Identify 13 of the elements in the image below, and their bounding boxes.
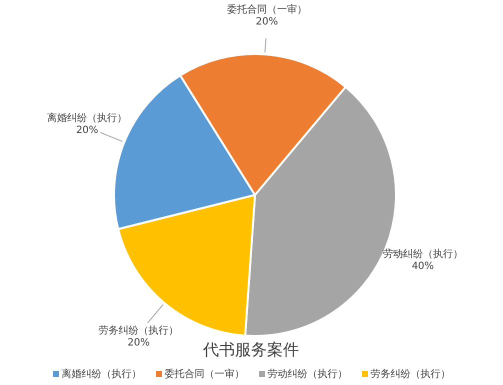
- slice-label: 离婚纠纷（执行）: [47, 112, 128, 124]
- legend-label: 委托合同（一审）: [164, 368, 244, 381]
- legend-label: 劳动纠纷（执行）: [268, 368, 348, 381]
- data-label: 20%: [128, 338, 150, 349]
- data-label: 40%: [412, 260, 434, 272]
- data-label: 20%: [76, 125, 98, 136]
- data-label: 20%: [256, 16, 278, 28]
- slice-label: 劳务纠纷（执行）: [98, 324, 179, 337]
- text: 代书服务案件: [202, 340, 299, 359]
- slice-label: 劳动纠纷（执行）: [382, 248, 463, 260]
- legend-label: 劳务纠纷（执行）: [370, 368, 450, 381]
- legend-label: 离婚纠纷（执行）: [62, 368, 142, 381]
- slice-label: 委托合同（一审）: [226, 3, 307, 16]
